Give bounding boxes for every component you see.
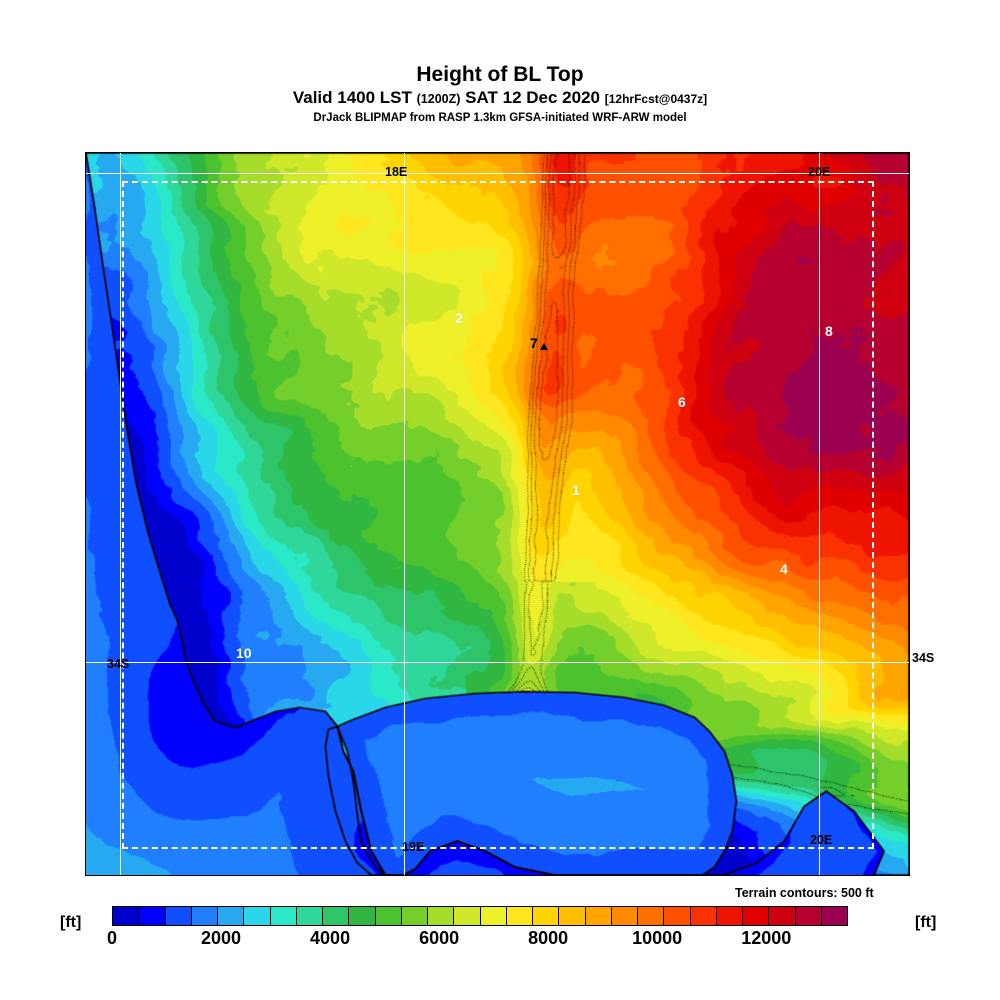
colorbar-segment-25: [769, 907, 796, 925]
valid-time-utc: (1200Z): [416, 92, 461, 106]
colorbar-segment-7: [296, 907, 323, 925]
colorbar-segment-15: [506, 907, 533, 925]
map-label-lat-34s-left: 34S: [107, 657, 130, 671]
colorbar-segment-22: [690, 907, 717, 925]
site-label-4[interactable]: 4: [780, 561, 788, 577]
site-label-8[interactable]: 8: [825, 323, 833, 339]
map-label-lon-18e-top: 18E: [385, 165, 408, 179]
site-marker-7-triangle-icon: [540, 343, 548, 350]
colorbar-tick-2000: 2000: [201, 928, 242, 948]
colorbar-segment-9: [349, 907, 376, 925]
colorbar-segment-1: [139, 907, 166, 925]
site-label-1[interactable]: 1: [572, 482, 580, 498]
colorbar-tick-12000: 12000: [741, 928, 792, 948]
colorbar-tick-6000: 6000: [419, 928, 460, 948]
colorbar-tick-4000: 4000: [310, 928, 351, 948]
colorbar-segment-10: [375, 907, 402, 925]
colorbar-segment-19: [611, 907, 638, 925]
colorbar-tick-8000: 8000: [528, 928, 569, 948]
page-title: Height of BL Top: [416, 63, 584, 86]
colorbar-tick-10000: 10000: [632, 928, 683, 948]
gridline-lon-19e: [120, 153, 122, 875]
units-label-right: [ft]: [915, 914, 937, 931]
valid-date: SAT 12 Dec 2020: [465, 88, 600, 107]
forecast-tag: [12hrFcst@0437z]: [604, 92, 708, 106]
map-label-lon-19e-bottom: 19E: [402, 840, 425, 854]
bl-top-height-raster: [86, 153, 909, 875]
map-label-lon-20e-top: 20E: [808, 165, 831, 179]
colorbar-segment-26: [795, 907, 822, 925]
colorbar-segment-13: [454, 907, 481, 925]
colorbar-segment-4: [218, 907, 245, 925]
title-block: Height of BL Top Valid 1400 LST (1200Z) …: [0, 62, 1000, 126]
terrain-contour-note: Terrain contours: 500 ft: [735, 886, 874, 900]
colorbar-segment-20: [638, 907, 665, 925]
site-label-2[interactable]: 2: [455, 310, 463, 326]
colorbar-segment-21: [664, 907, 691, 925]
colorbar-segment-24: [743, 907, 770, 925]
gridline-lat-34s: [86, 662, 909, 664]
colorbar-segment-2: [165, 907, 192, 925]
units-label-left: [ft]: [60, 914, 82, 931]
colorbar-segment-23: [716, 907, 743, 925]
colorbar-segment-11: [401, 907, 428, 925]
gridline-lat-top: [86, 173, 909, 175]
map-label-lon-20e-bottom: 20E: [810, 833, 833, 847]
colorbar-segment-14: [480, 907, 507, 925]
colorbar[interactable]: [112, 906, 848, 926]
colorbar-segment-27: [821, 907, 847, 925]
site-label-10[interactable]: 10: [236, 645, 252, 661]
model-domain-box: [122, 181, 874, 849]
valid-time-line: Valid 1400 LST (1200Z) SAT 12 Dec 2020 […: [0, 87, 1000, 110]
colorbar-segment-5: [244, 907, 271, 925]
model-source-line: DrJack BLIPMAP from RASP 1.3km GFSA-init…: [313, 112, 687, 124]
site-label-7[interactable]: 7: [530, 335, 538, 351]
gridline-lon-18e: [404, 153, 406, 875]
valid-time-prefix: Valid 1400 LST: [292, 88, 412, 107]
colorbar-segment-17: [559, 907, 586, 925]
colorbar-segment-18: [585, 907, 612, 925]
map-label-lat-34s-right: 34S: [912, 651, 935, 665]
gridline-lon-20e: [819, 153, 821, 875]
colorbar-tick-0: 0: [106, 928, 118, 948]
colorbar-segment-3: [191, 907, 218, 925]
colorbar-segment-0: [113, 907, 140, 925]
colorbar-segment-12: [428, 907, 455, 925]
colorbar-segment-6: [270, 907, 297, 925]
colorbar-segment-16: [533, 907, 560, 925]
site-label-6[interactable]: 6: [678, 394, 686, 410]
colorbar-segment-8: [323, 907, 350, 925]
colorbar-tick-labels: 0 2000 4000 6000 8000 10000 12000: [107, 928, 848, 952]
weather-map[interactable]: [85, 152, 910, 876]
